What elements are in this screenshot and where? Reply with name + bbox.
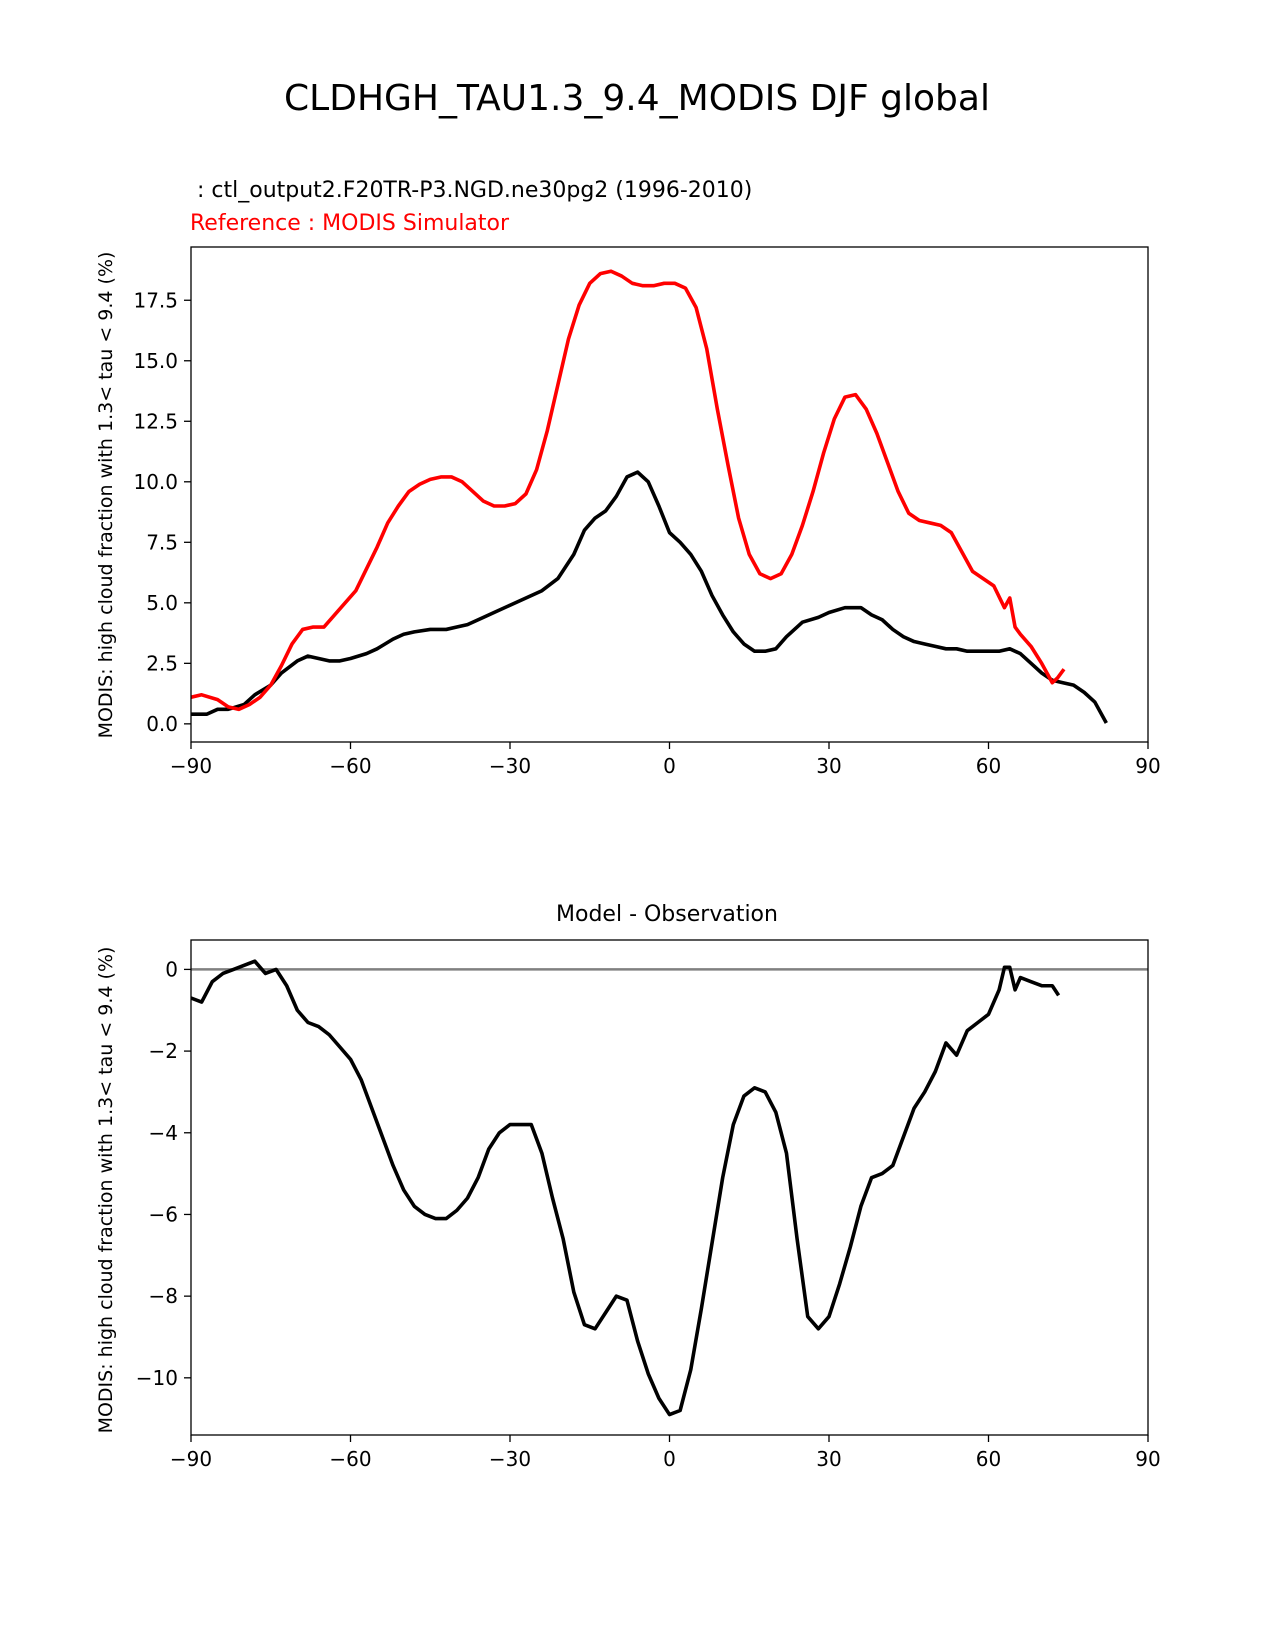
top-xtick-label: 30: [816, 754, 841, 778]
top-ytick-label: 2.5: [146, 651, 178, 675]
bottom-xtick-label: 60: [976, 1447, 1001, 1471]
bottom-plot-area: −90 −60 −30 0 30 60 90 0 −2 −4 −6 −8 −10: [136, 939, 1161, 1471]
top-series-model-line: [191, 470, 1108, 724]
top-chart: : ctl_output2.F20TR-P3.NGD.ne30pg2 (1996…: [95, 178, 1161, 778]
bottom-ytick-label: −2: [149, 1039, 178, 1063]
figure-title: CLDHGH_TAU1.3_9.4_MODIS DJF global: [284, 78, 990, 119]
bottom-series-difference-line: [191, 959, 1061, 1417]
top-chart-ylabel: MODIS: high cloud fraction with 1.3< tau…: [95, 252, 117, 739]
bottom-xtick-label: 90: [1135, 1447, 1160, 1471]
bottom-chart-title: Model - Observation: [556, 902, 778, 927]
bottom-axes-frame: [190, 939, 1149, 1436]
bottom-ytick-label: −4: [149, 1121, 178, 1145]
top-axes-frame: [190, 246, 1149, 743]
top-ytick-label: 7.5: [146, 530, 178, 554]
top-xtick-label: −60: [329, 754, 371, 778]
bottom-xtick-label: 30: [816, 1447, 841, 1471]
top-chart-reference-label: Reference : MODIS Simulator: [190, 211, 510, 236]
bottom-chart: Model - Observation MODIS: high cloud fr…: [95, 902, 1161, 1471]
top-xtick-label: −90: [170, 754, 212, 778]
top-ytick-label: 5.0: [146, 591, 178, 615]
top-ytick-label: 10.0: [133, 470, 178, 494]
bottom-xtick-label: −60: [329, 1447, 371, 1471]
top-chart-subtitle: : ctl_output2.F20TR-P3.NGD.ne30pg2 (1996…: [190, 178, 752, 203]
bottom-xtick-label: −90: [170, 1447, 212, 1471]
top-xtick-label: 0: [663, 754, 676, 778]
top-series-reference-line: [191, 269, 1066, 712]
top-plot-area: −90 −60 −30 0 30 60 90 0.0 2.5 5.0 7.5 10.0 12.5 15.0…: [133, 246, 1161, 778]
bottom-xtick-label: 0: [663, 1447, 676, 1471]
bottom-ytick-label: −8: [149, 1284, 178, 1308]
top-xtick-label: 60: [976, 754, 1001, 778]
top-xtick-label: −30: [489, 754, 531, 778]
top-ytick-label: 0.0: [146, 712, 178, 736]
bottom-chart-ylabel: MODIS: high cloud fraction with 1.3< tau…: [95, 947, 117, 1434]
bottom-ytick-label: −10: [136, 1366, 178, 1390]
bottom-ytick-label: 0: [165, 957, 178, 981]
bottom-ytick-label: −6: [149, 1202, 178, 1226]
top-xtick-label: 90: [1135, 754, 1160, 778]
top-ytick-label: 15.0: [133, 349, 178, 373]
bottom-xtick-label: −30: [489, 1447, 531, 1471]
top-ytick-label: 17.5: [133, 288, 178, 312]
top-ytick-label: 12.5: [133, 409, 178, 433]
